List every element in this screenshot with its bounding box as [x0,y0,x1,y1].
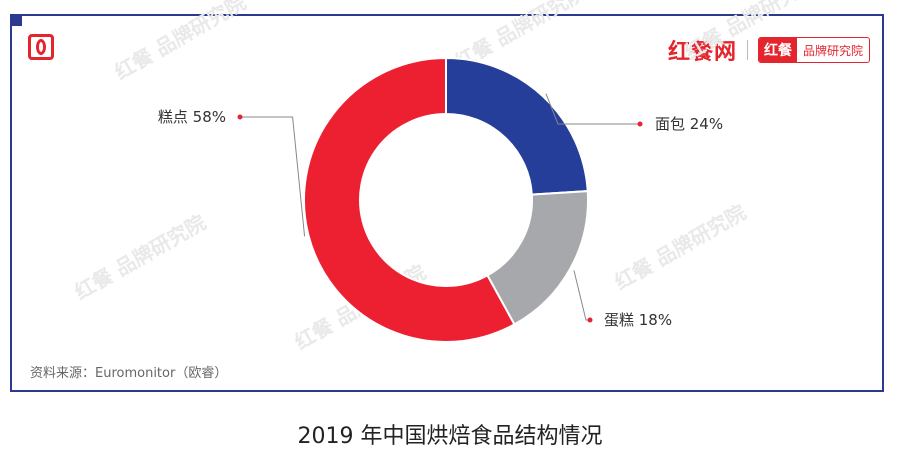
corner-accent [10,14,22,26]
donut-slices [303,56,589,343]
data-source: 资料来源：Euromonitor（欧睿） [30,366,228,381]
brand-badge-red: 红餐 [758,38,797,62]
brand-badge: 红餐 品牌研究院 [757,37,870,63]
slice-label-3: 糕点 58% [158,108,226,126]
brand-badge-text: 品牌研究院 [802,43,863,58]
brand-divider [746,40,748,60]
brand-header: 红餐网 红餐 品牌研究院 [668,34,870,66]
leader-dot-1 [637,121,643,127]
slice-1 [445,56,589,196]
leader-dot-3 [237,114,243,120]
watermark-1: 红餐 品牌研究院 [111,0,250,84]
watermark-4: 红餐 品牌研究院 [71,210,210,304]
leader-line-2 [573,270,590,321]
watermark-3: 红餐 品牌研究院 [681,0,820,64]
hongcan-logo-icon [28,34,54,60]
watermark-5: 红餐 品牌研究院 [611,200,750,294]
slice-label-1: 面包 24% [655,115,723,133]
brand-name: 红餐网 [667,40,737,65]
leader-line-3 [240,116,306,237]
slice-3 [303,56,516,343]
chart-title: 2019 年中国烘焙食品结构情况 [297,424,603,449]
slice-label-2: 蛋糕 18% [604,311,672,329]
leader-dot-2 [587,317,593,323]
slice-labels: 面包 24% 蛋糕 18% 糕点 58% [158,108,723,329]
leader-line-1 [545,93,640,125]
leader-lines [237,93,643,323]
